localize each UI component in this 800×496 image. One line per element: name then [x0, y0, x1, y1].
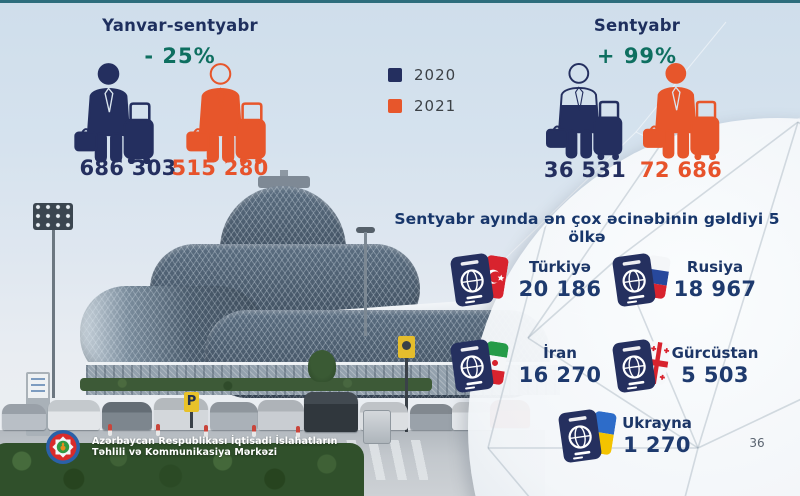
value-2021-september: 72 686	[639, 158, 723, 182]
parking-sign: P	[184, 392, 199, 428]
country-name: İran	[543, 344, 577, 362]
road-sign	[398, 336, 415, 432]
floodlight-tower-head	[33, 203, 73, 230]
legend-2021-swatch-icon	[388, 99, 402, 113]
passport-turkey-flag-icon	[450, 253, 510, 307]
lamp-post	[364, 232, 367, 336]
car	[48, 400, 100, 430]
hedge-row	[80, 378, 432, 391]
page-number: 36	[749, 436, 765, 450]
azerbaijan-emblem-icon	[46, 430, 80, 464]
period-title-september: Sentyabr	[593, 16, 681, 35]
car	[154, 398, 208, 430]
trash-bin	[363, 410, 391, 444]
country-entry-ukrayna: Ukrayna 1 270	[607, 414, 707, 457]
dome-mesh-lines	[487, 121, 800, 496]
country-entry-rusiya: Rusiya 18 967	[660, 258, 770, 301]
lamp-post-head	[356, 227, 375, 233]
bollard	[252, 425, 256, 437]
traveler-2020-icon	[546, 63, 623, 160]
car	[210, 402, 258, 430]
bollard	[204, 425, 208, 437]
passport-georgia-flag-icon	[612, 339, 672, 393]
country-value: 18 967	[673, 277, 757, 301]
country-value: 1 270	[623, 433, 691, 457]
country-value: 20 186	[518, 277, 602, 301]
passport-russia-flag-icon	[612, 253, 672, 307]
period-title-jan-sep: Yanvar-sentyabr	[102, 16, 258, 35]
geodesic-dome-graphic	[468, 118, 800, 496]
country-name: Gürcüstan	[671, 344, 759, 362]
legend-item-2021: 2021	[388, 97, 456, 115]
car	[2, 404, 46, 430]
passport-ukraine-flag-icon	[558, 409, 618, 463]
passport-iran-flag-icon	[450, 339, 510, 393]
country-value: 16 270	[518, 363, 602, 387]
bollard	[108, 424, 112, 436]
legend-2021-label: 2021	[414, 97, 457, 115]
organization-name: Azərbaycan Respublikası İqtisadi İslahat…	[92, 436, 337, 459]
legend-2020-label: 2020	[414, 66, 457, 84]
bollard	[156, 424, 160, 436]
traveler-2021-icon	[186, 63, 266, 164]
organization-name-line2: Təhlili və Kommunikasiya Mərkəzi	[92, 447, 278, 458]
country-entry-iran: İran 16 270	[512, 344, 608, 387]
country-entry-turkiye: Türkiyə 20 186	[512, 258, 608, 301]
bollard	[296, 426, 300, 438]
country-entry-gurcustan: Gürcüstan 5 503	[660, 344, 770, 387]
legend-2020-swatch-icon	[388, 68, 402, 82]
traveler-2021-icon	[643, 63, 720, 160]
value-2021-jan-sep: 515 280	[171, 156, 269, 180]
car	[410, 404, 454, 430]
country-name: Rusiya	[686, 258, 744, 276]
top-border-rule	[0, 0, 800, 3]
legend-item-2020: 2020	[388, 66, 456, 84]
floodlight-tower-mast	[52, 230, 55, 398]
country-name: Ukrayna	[622, 414, 692, 432]
car	[258, 400, 304, 430]
organization-name-line1: Azərbaycan Respublikası İqtisadi İslahat…	[92, 435, 338, 447]
value-2020-jan-sep: 686 303	[79, 156, 177, 180]
country-name: Türkiyə	[529, 258, 591, 276]
change-pct-september: + 99%	[596, 44, 678, 68]
van	[304, 392, 358, 432]
country-value: 5 503	[681, 363, 749, 387]
countries-section-title: Sentyabr ayında ən çox əcinəbinin gəldiy…	[394, 210, 780, 246]
tree	[308, 350, 336, 382]
change-pct-jan-sep: - 25%	[144, 44, 216, 68]
traveler-2020-icon	[74, 63, 154, 164]
value-2020-september: 36 531	[543, 158, 627, 182]
organization-footer: Azərbaycan Respublikası İqtisadi İslahat…	[44, 428, 337, 466]
control-tower-antenna	[258, 170, 310, 188]
